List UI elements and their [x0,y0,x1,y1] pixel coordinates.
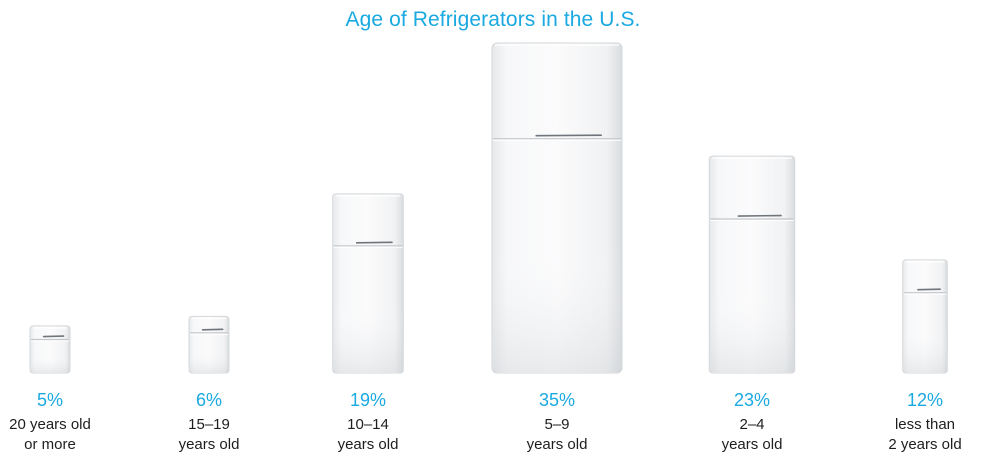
category-label: 10–14 years old [303,415,433,455]
category-label: 15–19 years old [144,415,274,455]
category-label-line: 2 years old [888,436,962,453]
chart-title: Age of Refrigerators in the U.S. [345,8,641,31]
category-label: 5–9 years old [492,415,622,455]
fridge-handle [201,328,224,331]
category-label-line: 15–19 [188,416,230,433]
fridge-shade [492,241,622,372]
category-label-line: 10–14 [347,416,389,433]
category-label-line: years old [337,436,399,453]
category-label-line: years old [721,436,783,453]
fridge-handle [355,241,393,244]
category-label: 2–4 years old [687,415,817,455]
fridge-handle [42,335,65,338]
category-label-line: 20 years old [9,416,91,433]
value-label: 23% [733,390,771,410]
category-label-line: less than [894,416,956,433]
category-label-line: 5–9 [544,416,570,433]
value-label: 6% [195,390,222,410]
fridge-bar [491,42,623,374]
fridge-shade [903,327,947,372]
value-label: 5% [36,390,63,410]
category-label: 20 years old or more [0,415,115,455]
fridge-bar [29,325,71,374]
fridge-handle [535,134,603,137]
fridge-bar [332,193,404,374]
category-label: less than 2 years old [860,415,986,455]
fridge-bar [188,315,230,374]
category-label-line: 2–4 [739,416,765,433]
fridge-shade [710,286,794,372]
category-label-line: years old [178,436,240,453]
value-label: 19% [349,390,387,410]
fridge-bar [708,155,796,374]
category-label-line: or more [24,436,76,453]
fridge-shade [333,301,403,372]
fridge-shade [31,354,69,372]
value-label: 12% [906,390,944,410]
fridge-bar [902,259,948,374]
fridge-handle [917,288,941,291]
value-label: 35% [538,390,576,410]
fridge-shade [190,350,228,372]
fridge-handle [737,214,782,217]
category-label-line: years old [526,436,588,453]
